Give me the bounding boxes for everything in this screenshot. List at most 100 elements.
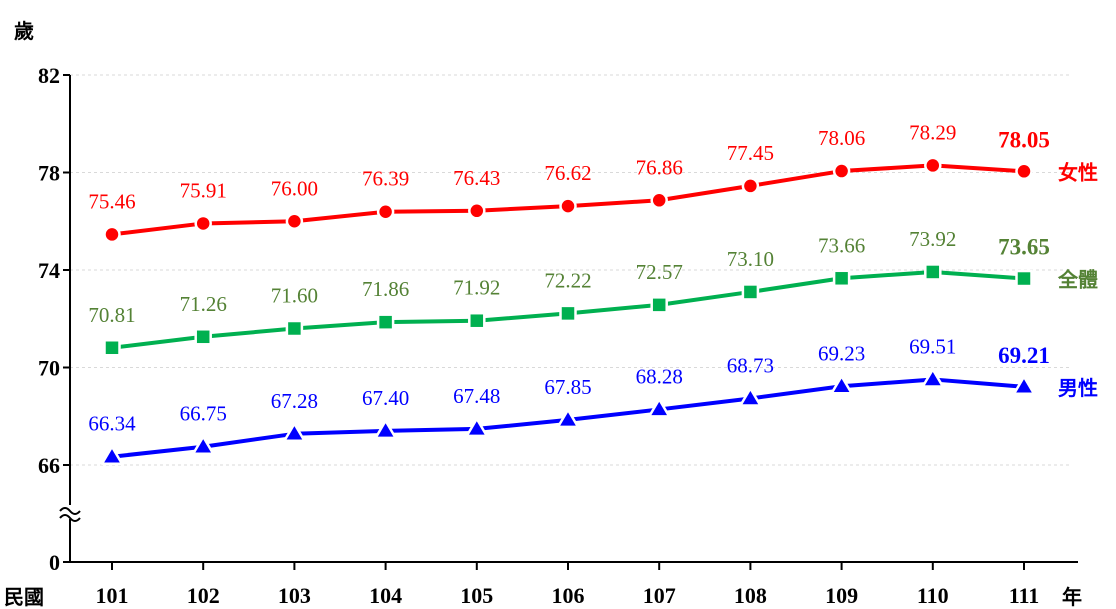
y-tick-label: 78 <box>38 161 60 186</box>
axis-break-stroke <box>59 514 81 522</box>
series-1 <box>103 156 1033 244</box>
data-point-triangle <box>921 368 945 388</box>
data-point-circle <box>559 197 577 215</box>
series-name-label: 全體 <box>1057 268 1098 292</box>
x-tick-label: 109 <box>825 583 858 608</box>
data-label: 76.00 <box>271 176 318 200</box>
data-label: 68.28 <box>636 364 683 388</box>
x-tick-label: 108 <box>734 583 767 608</box>
data-point-circle <box>103 225 121 244</box>
data-point-square <box>1015 269 1033 288</box>
label-layer: 75.46 75.91 76.00 76.39 76.43 76.62 76.86 77.45… <box>88 120 1098 435</box>
data-label: 73.92 <box>909 227 956 251</box>
data-label: 67.85 <box>544 375 591 399</box>
data-label: 78.06 <box>818 126 865 150</box>
data-label: 77.45 <box>727 141 774 165</box>
series-layer <box>100 156 1036 465</box>
data-point-square <box>741 283 760 301</box>
data-label: 69.23 <box>818 341 865 365</box>
y-tick-label: 66 <box>38 453 60 478</box>
data-label: 71.60 <box>271 284 318 308</box>
data-label: 68.73 <box>727 353 774 377</box>
data-point-triangle <box>283 422 306 443</box>
data-label-latest: 78.05 <box>998 127 1050 152</box>
data-label: 69.51 <box>909 334 956 358</box>
data-point-circle <box>468 202 486 220</box>
x-axis-suffix-label: 年 <box>1062 585 1082 609</box>
data-point-square <box>285 319 304 338</box>
data-label: 72.22 <box>544 268 591 292</box>
data-label: 66.75 <box>180 402 227 426</box>
series-3 <box>100 368 1036 465</box>
y-axis-unit-label: 歲 <box>14 19 34 43</box>
data-label: 73.10 <box>727 247 774 271</box>
x-tick-label: 110 <box>917 583 949 608</box>
x-tick-label: 111 <box>1009 583 1040 608</box>
data-label: 76.43 <box>453 166 500 190</box>
data-label: 75.91 <box>180 178 227 202</box>
data-point-circle <box>194 214 212 233</box>
data-point-triangle <box>647 398 671 418</box>
y-tick-label: 74 <box>38 258 60 283</box>
data-point-triangle <box>100 445 124 465</box>
data-point-triangle <box>830 375 853 395</box>
data-point-triangle <box>374 419 397 440</box>
data-point-square <box>376 313 395 331</box>
data-point-square <box>103 339 121 357</box>
data-label-latest: 73.65 <box>998 235 1050 260</box>
data-point-square <box>650 296 668 314</box>
grid-layer <box>70 74 1072 466</box>
x-tick-label: 102 <box>187 583 220 608</box>
data-point-triangle <box>191 435 215 455</box>
data-point-square <box>194 328 212 346</box>
data-point-square <box>924 263 942 281</box>
x-tick-label: 101 <box>96 583 129 608</box>
data-point-circle <box>1015 162 1033 181</box>
data-label: 71.92 <box>453 276 500 300</box>
y-tick-label: 70 <box>38 356 60 381</box>
data-point-triangle <box>739 387 762 407</box>
data-label: 67.28 <box>271 389 318 413</box>
data-point-square <box>832 269 851 288</box>
axis-break-icon <box>59 505 81 522</box>
data-point-triangle <box>556 408 580 429</box>
data-point-triangle <box>465 417 489 438</box>
data-label: 78.29 <box>909 120 956 144</box>
data-label: 66.34 <box>88 412 136 436</box>
axis-break-stroke <box>59 507 81 515</box>
data-label: 76.39 <box>362 167 409 191</box>
data-label: 71.26 <box>180 292 227 316</box>
data-label: 67.40 <box>362 386 409 410</box>
series-name-label: 女性 <box>1058 160 1098 184</box>
series-name-label: 男性 <box>1058 376 1098 400</box>
x-tick-label: 106 <box>552 583 585 608</box>
series-2 <box>103 263 1033 357</box>
x-tick-label: 104 <box>369 583 402 608</box>
data-label: 71.86 <box>362 277 409 301</box>
data-point-square <box>468 311 486 330</box>
data-label: 75.46 <box>88 189 135 213</box>
data-label: 73.66 <box>818 233 865 257</box>
x-tick-label: 105 <box>460 583 493 608</box>
data-label: 70.81 <box>88 303 135 327</box>
x-tick-label: 107 <box>643 583 676 608</box>
data-point-triangle <box>1012 375 1036 396</box>
data-label-latest: 69.21 <box>998 343 1050 368</box>
data-point-square <box>559 304 577 323</box>
data-point-circle <box>741 177 760 195</box>
data-label: 67.48 <box>453 384 500 408</box>
data-point-circle <box>924 156 942 175</box>
data-point-circle <box>832 162 851 180</box>
data-label: 72.57 <box>636 260 683 284</box>
data-point-circle <box>376 202 395 221</box>
y-tick-label: 0 <box>49 550 60 575</box>
axis-layer: 0 66 70 74 78 82歲 101 102 103 104 105 106 107 108 109 1… <box>4 19 1082 609</box>
x-tick-label: 103 <box>278 583 311 608</box>
data-point-circle <box>650 191 668 210</box>
data-label: 76.86 <box>636 155 683 179</box>
y-tick-label: 82 <box>38 63 60 88</box>
data-point-circle <box>285 212 304 230</box>
x-axis-prefix-label: 民國 <box>4 585 44 609</box>
data-label: 76.62 <box>544 161 591 185</box>
